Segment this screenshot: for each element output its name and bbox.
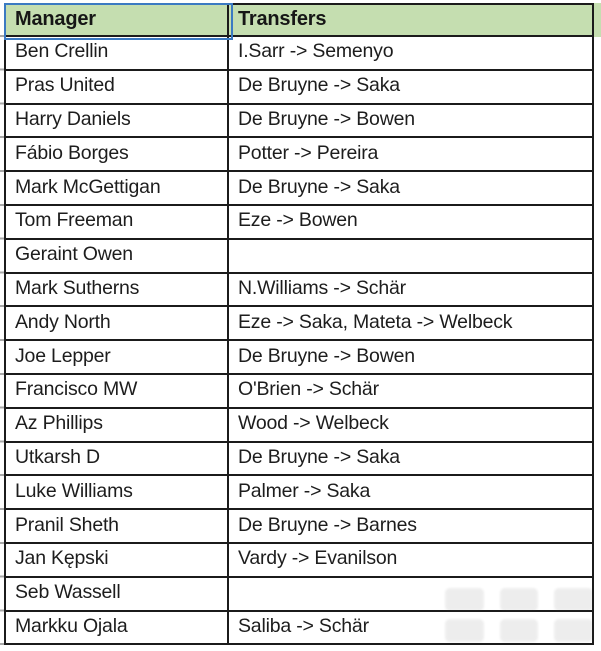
table-row: Joe Lepper De Bruyne -> Bowen (4, 341, 594, 375)
manager-cell[interactable]: Geraint Owen (6, 239, 229, 272)
transfers-table: Manager Transfers Ben Crellin I.Sarr -> … (4, 3, 594, 646)
transfers-cell[interactable]: Vardy -> Evanilson (238, 547, 398, 570)
transfers-cell[interactable]: O'Brien -> Schär (238, 378, 379, 401)
table-row: Mark McGettigan De Bruyne -> Saka (4, 172, 594, 206)
transfers-cell[interactable]: Potter -> Pereira (238, 141, 379, 164)
transfers-cell[interactable]: I.Sarr -> Semenyo (238, 40, 394, 63)
transfers-header-cell[interactable]: Transfers (238, 7, 327, 30)
manager-cell[interactable]: Andy North (6, 307, 229, 340)
table-row: Ben Crellin I.Sarr -> Semenyo (4, 37, 594, 71)
transfers-cell[interactable]: De Bruyne -> Barnes (238, 513, 417, 536)
transfers-cell[interactable]: De Bruyne -> Saka (238, 74, 400, 97)
left-gridline-gutter (0, 3, 4, 647)
table-row: Pranil Sheth De Bruyne -> Barnes (4, 510, 594, 544)
transfers-cell[interactable] (229, 240, 592, 272)
transfers-cell[interactable]: De Bruyne -> Saka (238, 445, 400, 468)
table-row: Pras United De Bruyne -> Saka (4, 70, 594, 105)
table-row: Luke Williams Palmer -> Saka (4, 476, 594, 511)
manager-cell[interactable]: Utkarsh D (6, 442, 229, 475)
manager-cell[interactable]: Markku Ojala (6, 611, 229, 644)
manager-cell[interactable]: Mark McGettigan (6, 172, 229, 204)
table-row: Seb Wassell (4, 577, 594, 612)
table-row: Mark Sutherns N.Williams -> Schär (4, 273, 594, 308)
table-row: Fábio Borges Potter -> Pereira (4, 138, 594, 173)
transfers-cell[interactable]: Eze -> Saka, Mateta -> Welbeck (238, 310, 513, 333)
transfers-cell[interactable]: De Bruyne -> Bowen (238, 107, 415, 130)
table-row: Francisco MW O'Brien -> Schär (4, 374, 594, 409)
manager-cell[interactable]: Joe Lepper (6, 341, 229, 373)
transfers-cell[interactable]: Wood -> Welbeck (238, 412, 389, 435)
manager-cell[interactable]: Pras United (6, 70, 229, 103)
manager-cell[interactable]: Az Phillips (6, 408, 229, 441)
manager-cell[interactable]: Luke Williams (6, 476, 229, 509)
transfers-cell[interactable]: Palmer -> Saka (238, 479, 371, 502)
header-fill-spill (594, 3, 601, 37)
manager-cell[interactable]: Jan Kępski (6, 543, 229, 576)
table-row: Utkarsh D De Bruyne -> Saka (4, 442, 594, 477)
manager-cell[interactable]: Pranil Sheth (6, 510, 229, 542)
table-row: Andy North Eze -> Saka, Mateta -> Welbec… (4, 307, 594, 342)
manager-cell[interactable]: Mark Sutherns (6, 273, 229, 306)
table-row: Harry Daniels De Bruyne -> Bowen (4, 104, 594, 139)
manager-cell[interactable]: Fábio Borges (6, 138, 229, 171)
watermark (445, 588, 593, 642)
transfers-cell[interactable]: De Bruyne -> Saka (238, 175, 400, 198)
manager-cell[interactable]: Harry Daniels (6, 104, 229, 137)
manager-cell[interactable]: Tom Freeman (6, 205, 229, 238)
manager-cell[interactable]: Seb Wassell (6, 577, 229, 610)
transfers-cell[interactable]: De Bruyne -> Bowen (238, 344, 415, 367)
manager-header-cell[interactable]: Manager (6, 5, 229, 35)
transfers-cell[interactable]: Eze -> Bowen (238, 209, 358, 232)
table-row: Markku Ojala Saliba -> Schär (4, 611, 594, 646)
table-row: Tom Freeman Eze -> Bowen (4, 205, 594, 240)
table-row: Az Phillips Wood -> Welbeck (4, 408, 594, 443)
table-row: Geraint Owen (4, 239, 594, 274)
transfers-cell[interactable]: N.Williams -> Schär (238, 276, 406, 299)
transfers-cell[interactable]: Saliba -> Schär (238, 614, 369, 637)
table-row: Jan Kępski Vardy -> Evanilson (4, 543, 594, 578)
manager-cell[interactable]: Francisco MW (6, 374, 229, 407)
header-row: Manager Transfers (4, 3, 594, 40)
manager-cell[interactable]: Ben Crellin (6, 37, 229, 69)
